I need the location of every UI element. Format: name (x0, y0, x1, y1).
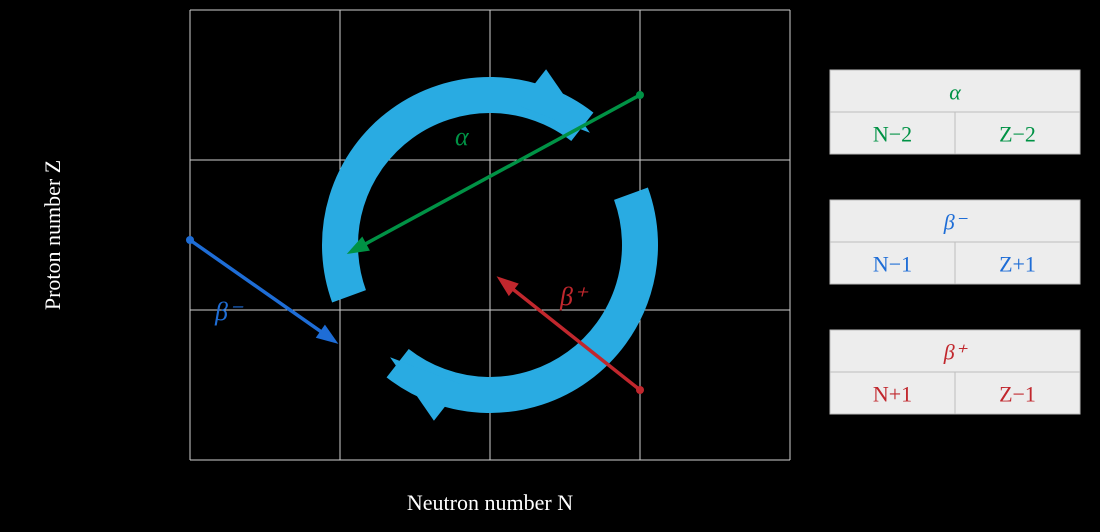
legend-title: α (949, 79, 961, 104)
alpha-arrow-label: α (455, 122, 470, 151)
legend-cell: Z−2 (999, 121, 1036, 146)
legend-title: β⁻ (943, 209, 969, 234)
x-axis-label: Neutron number N (407, 490, 573, 515)
beta-plus-arrow-label: β⁺ (559, 282, 589, 311)
legend-table: β⁻ N−1 Z+1 (830, 200, 1080, 284)
legend-cell: Z−1 (999, 381, 1036, 406)
legend-table: β⁺ N+1 Z−1 (830, 330, 1080, 414)
legend-table: α N−2 Z−2 (830, 70, 1080, 154)
legend-cell: N−2 (873, 121, 912, 146)
beta-minus-arrow-label: β⁻ (214, 297, 244, 326)
legend-cell: Z+1 (999, 251, 1036, 276)
legend-cell: N+1 (873, 381, 912, 406)
y-axis-label: Proton number Z (40, 160, 65, 310)
legend-title: β⁺ (943, 339, 969, 364)
legend-cell: N−1 (873, 251, 912, 276)
